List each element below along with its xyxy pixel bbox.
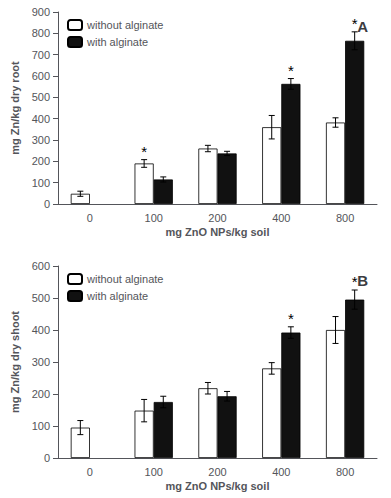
svg-text:0: 0 bbox=[87, 212, 93, 224]
svg-text:*: * bbox=[141, 143, 147, 160]
svg-text:without alginate: without alginate bbox=[86, 19, 163, 31]
svg-text:300: 300 bbox=[32, 134, 50, 146]
svg-text:0: 0 bbox=[44, 452, 50, 464]
svg-text:400: 400 bbox=[32, 113, 50, 125]
svg-text:100: 100 bbox=[145, 212, 163, 224]
svg-text:600: 600 bbox=[32, 260, 50, 272]
svg-text:900: 900 bbox=[32, 6, 50, 18]
svg-text:400: 400 bbox=[272, 466, 290, 478]
svg-text:B: B bbox=[357, 272, 368, 289]
svg-text:700: 700 bbox=[32, 49, 50, 61]
svg-text:200: 200 bbox=[32, 155, 50, 167]
svg-text:*: * bbox=[288, 62, 294, 79]
svg-text:100: 100 bbox=[32, 177, 50, 189]
svg-text:mg Zn/kg dry root: mg Zn/kg dry root bbox=[9, 61, 21, 155]
svg-text:mg Zn/kg dry shoot: mg Zn/kg dry shoot bbox=[9, 311, 21, 413]
svg-text:400: 400 bbox=[272, 212, 290, 224]
svg-text:*: * bbox=[288, 310, 294, 327]
svg-text:mg ZnO NPs/kg soil: mg ZnO NPs/kg soil bbox=[166, 480, 270, 492]
svg-text:800: 800 bbox=[32, 27, 50, 39]
svg-text:400: 400 bbox=[32, 324, 50, 336]
svg-text:800: 800 bbox=[336, 466, 354, 478]
svg-text:300: 300 bbox=[32, 356, 50, 368]
svg-text:200: 200 bbox=[208, 212, 226, 224]
svg-text:A: A bbox=[357, 18, 368, 35]
svg-text:100: 100 bbox=[32, 420, 50, 432]
svg-text:500: 500 bbox=[32, 292, 50, 304]
svg-text:with alginate: with alginate bbox=[86, 290, 148, 302]
svg-text:200: 200 bbox=[208, 466, 226, 478]
svg-text:500: 500 bbox=[32, 91, 50, 103]
svg-text:600: 600 bbox=[32, 70, 50, 82]
svg-text:200: 200 bbox=[32, 388, 50, 400]
svg-text:without alginate: without alginate bbox=[86, 273, 163, 285]
svg-text:mg ZnO NPs/kg soil: mg ZnO NPs/kg soil bbox=[166, 226, 270, 238]
svg-text:0: 0 bbox=[44, 198, 50, 210]
svg-text:with alginate: with alginate bbox=[86, 36, 148, 48]
svg-text:800: 800 bbox=[336, 212, 354, 224]
svg-text:100: 100 bbox=[145, 466, 163, 478]
svg-text:0: 0 bbox=[87, 466, 93, 478]
